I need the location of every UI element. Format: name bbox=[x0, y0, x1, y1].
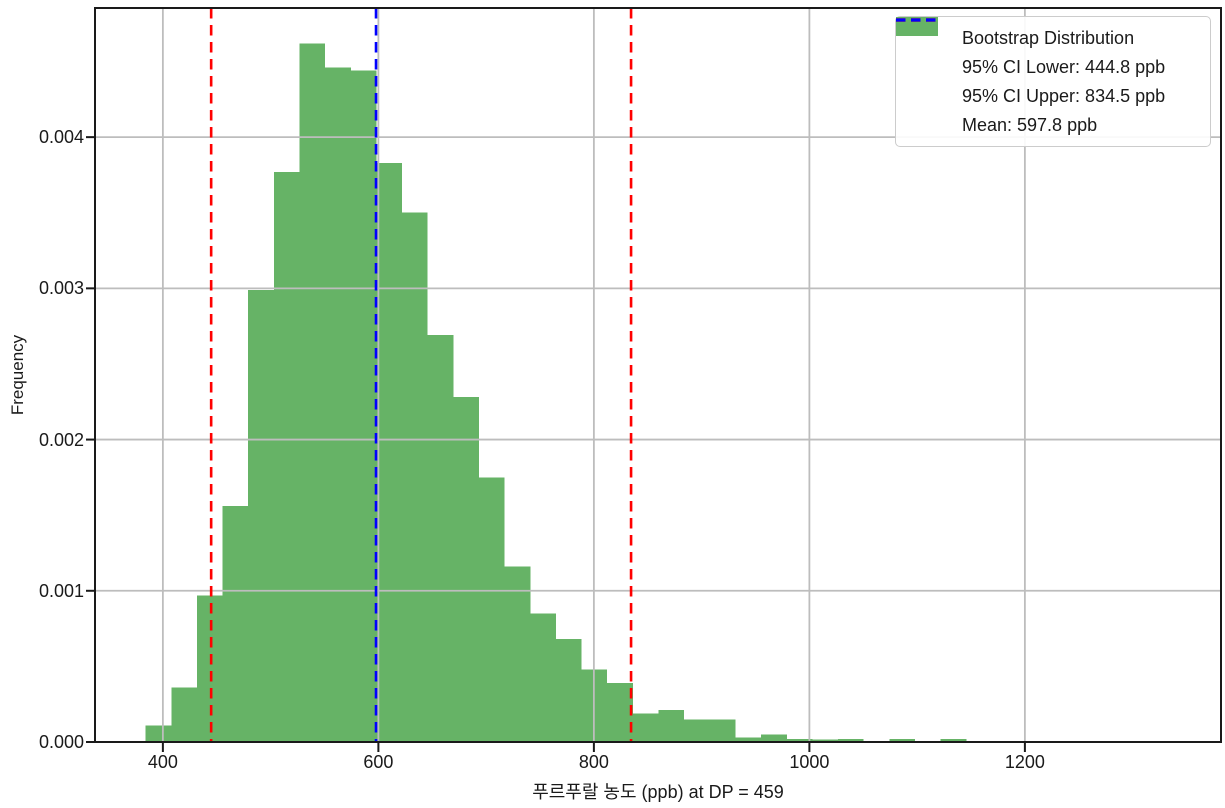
legend-item-label: Bootstrap Distribution bbox=[962, 27, 1135, 48]
y-tick-label: 0.001 bbox=[38, 580, 84, 601]
histogram-bar bbox=[248, 289, 274, 742]
histogram-bar bbox=[632, 713, 659, 742]
histogram-bar bbox=[479, 477, 505, 742]
dashed-line-icon bbox=[896, 18, 938, 22]
histogram-bar bbox=[299, 43, 326, 743]
histogram-bar bbox=[735, 737, 762, 742]
histogram-bar bbox=[607, 683, 633, 742]
histogram-bar bbox=[761, 734, 787, 742]
histogram-bar bbox=[325, 67, 351, 742]
histogram-bar bbox=[273, 171, 300, 742]
histogram-bar bbox=[940, 738, 967, 742]
histogram-bar bbox=[709, 719, 736, 742]
legend-item-label: 95% CI Upper: 834.5 ppb bbox=[962, 86, 1166, 107]
histogram-bar bbox=[350, 70, 377, 742]
histogram-bar bbox=[222, 506, 249, 742]
legend-item: Bootstrap Distribution bbox=[896, 17, 1200, 52]
plot-frame bbox=[94, 7, 1222, 743]
histogram-bar bbox=[684, 719, 710, 742]
y-tick-label: 0.000 bbox=[38, 732, 84, 752]
histogram-bar bbox=[786, 738, 813, 742]
x-tick-label: 600 bbox=[363, 752, 394, 772]
y-tick-label: 0.002 bbox=[38, 429, 84, 450]
histogram-bar bbox=[376, 162, 403, 742]
histogram-bar bbox=[530, 613, 556, 742]
legend-item-label: 95% CI Lower: 444.8 ppb bbox=[962, 56, 1166, 77]
histogram-bar bbox=[658, 710, 685, 742]
histogram-bar bbox=[453, 397, 480, 742]
histogram-bar bbox=[504, 566, 531, 742]
x-tick-label: 800 bbox=[578, 752, 609, 772]
x-tick-label: 400 bbox=[147, 752, 178, 772]
histogram-bar bbox=[427, 335, 454, 742]
green-patch-icon bbox=[896, 17, 938, 36]
histogram-bar bbox=[145, 725, 172, 742]
legend-item-label: Mean: 597.8 ppb bbox=[962, 115, 1098, 136]
legend: Bootstrap Distribution 95% CI Lower: 444.… bbox=[895, 16, 1211, 147]
x-axis-label: 푸르푸랄 농도 (ppb) at DP = 459 bbox=[532, 782, 784, 802]
histogram-bar bbox=[196, 595, 223, 742]
x-tick-label: 1200 bbox=[1004, 752, 1045, 772]
legend-item: 95% CI Lower: 444.8 ppb bbox=[896, 18, 1200, 81]
histogram-bar bbox=[171, 687, 197, 742]
x-tick-label: 1000 bbox=[789, 752, 830, 772]
y-tick-label: 0.004 bbox=[38, 127, 84, 148]
histogram-bar bbox=[838, 738, 864, 742]
y-tick-label: 0.003 bbox=[38, 278, 84, 299]
histogram-bar bbox=[889, 738, 915, 742]
histogram-bar bbox=[812, 739, 839, 742]
legend-item: Mean: 597.8 ppb bbox=[896, 18, 1200, 140]
legend-item: 95% CI Upper: 834.5 ppb bbox=[896, 18, 1200, 111]
y-axis-label: Frequency bbox=[8, 334, 27, 416]
histogram-bar bbox=[402, 212, 428, 742]
histogram-bar bbox=[555, 639, 582, 742]
